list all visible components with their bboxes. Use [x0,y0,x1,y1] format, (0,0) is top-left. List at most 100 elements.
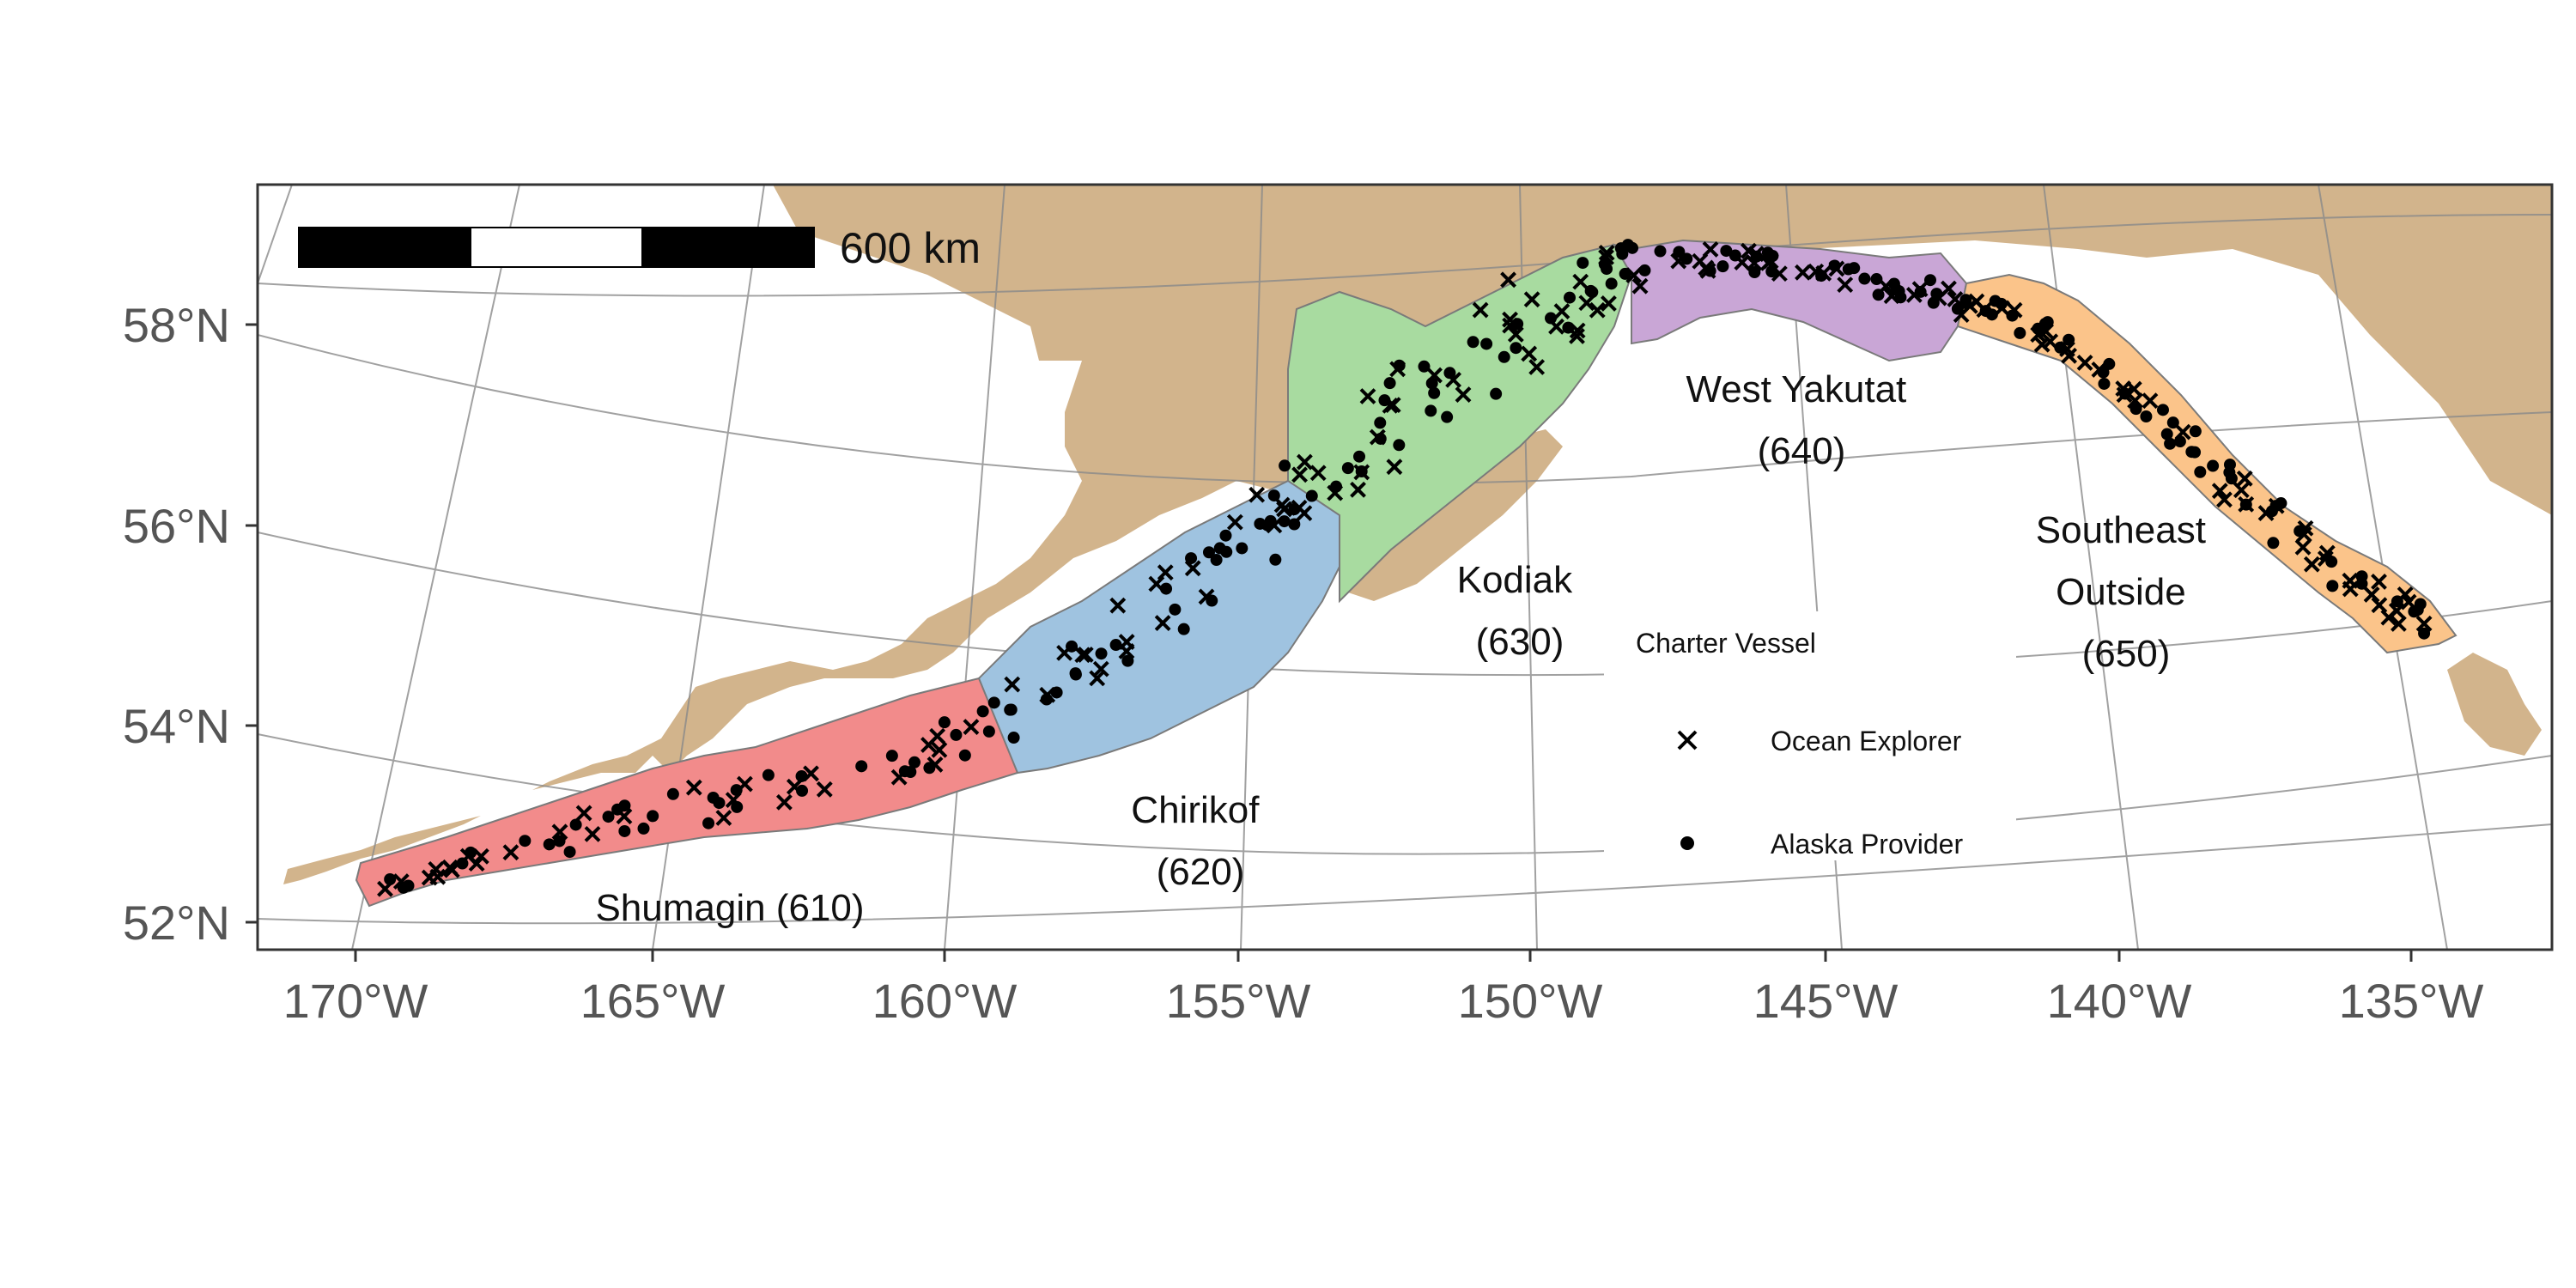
station-dot [543,838,556,851]
station-dot [855,760,868,773]
label-west-yakutat: West Yakutat (640) [1686,368,1917,472]
station-dot [384,873,397,886]
station-dot [1480,337,1493,350]
station-x-mark [775,793,793,811]
station-x-mark [963,719,980,735]
station-dot [402,879,415,892]
station-x-mark [2006,301,2023,319]
station-dot [1870,273,1883,286]
station-dot [908,756,921,769]
station-x-mark [1297,453,1313,471]
station-dot [1605,277,1618,290]
station-x-mark [1472,301,1489,319]
lon-label-155: 155°W [1166,974,1311,1028]
station-dot [2156,404,2169,416]
station-dot [1341,462,1354,475]
station-dot [1121,654,1134,667]
legend-dot-icon [1680,836,1694,850]
station-x-mark [1350,481,1366,498]
station-dot [2014,326,2026,339]
station-x-mark [584,825,601,842]
station-dot [2267,537,2280,550]
station-dot [1951,302,1964,315]
lon-label-160: 160°W [872,974,1018,1028]
station-x-mark [1699,262,1716,279]
station-dot [1441,410,1454,423]
station-x-mark [1359,388,1376,404]
station-x-mark [1226,513,1243,531]
station-x-mark [1941,280,1957,297]
legend: Charter Vessel Ocean Explorer Alaska Pro… [1604,611,2016,860]
station-x-mark [1747,246,1765,263]
station-dot [2411,604,2424,617]
station-x-mark [1502,317,1519,334]
station-dot [2054,341,2067,354]
station-dot [713,797,726,810]
lat-label-58: 58°N [123,298,230,352]
station-dot [1443,367,1456,380]
station-x-mark [1184,560,1201,577]
station-x-mark [2216,491,2233,508]
station-x-mark [1828,260,1845,277]
station-dot [1160,582,1173,595]
legend-item-ocean-explorer: Ocean Explorer [1771,726,1962,756]
station-dot [1673,246,1686,258]
station-x-mark [1598,249,1614,265]
station-dot [2166,416,2179,429]
station-dot [1279,459,1291,472]
station-x-mark [428,860,445,878]
lon-label-165: 165°W [580,974,726,1028]
station-dot [2164,437,2177,450]
station-x-mark [1092,660,1109,677]
station-dot [1728,249,1741,262]
station-dot [1374,432,1387,445]
station-x-mark [685,779,702,796]
latitude-axis [246,323,258,924]
station-x-mark [2033,336,2050,353]
station-dot [602,811,615,823]
station-dot [519,835,532,848]
station-x-mark [1569,322,1586,339]
station-dot [1815,270,1828,283]
station-x-mark [2236,470,2253,487]
station-x-mark [2371,573,2387,590]
station-dot [1467,336,1479,349]
map-border [256,183,2554,951]
station-dot [987,696,1000,709]
station-dot [1177,623,1190,635]
station-dot [730,784,743,797]
station-x-mark [2303,556,2320,573]
station-x-mark [2390,616,2407,632]
station-x-mark [1291,466,1308,483]
station-x-mark [2342,580,2359,598]
station-dot [1748,266,1761,279]
station-dot [2189,425,2202,438]
station-dot [2189,446,2202,459]
station-x-mark [1795,264,1811,281]
station-dot [1288,518,1301,531]
station-dot [1393,439,1406,452]
lat-label-52: 52°N [123,896,230,950]
station-dot [1374,416,1387,429]
station-dot [1425,404,1437,417]
station-dot [1842,263,1855,276]
station-x-mark [2125,380,2142,398]
station-x-mark [803,765,819,782]
station-x-mark [1004,676,1021,693]
station-dot [553,835,566,848]
station-dot [1490,387,1503,400]
station-x-mark [1572,273,1589,290]
station-dot [2223,459,2236,471]
station-x-mark [1598,244,1615,261]
station-dot [976,705,989,718]
survey-points [377,239,2433,897]
station-x-mark [2397,586,2414,603]
station-dot [2103,357,2116,370]
station-x-mark [1109,597,1127,614]
station-x-mark [1154,615,1171,632]
station-dot [1985,308,1998,321]
station-dot [1005,703,1018,716]
station-x-mark [2371,597,2388,614]
legend-x-mark-icon [1677,730,1698,750]
station-x-mark [929,727,946,744]
